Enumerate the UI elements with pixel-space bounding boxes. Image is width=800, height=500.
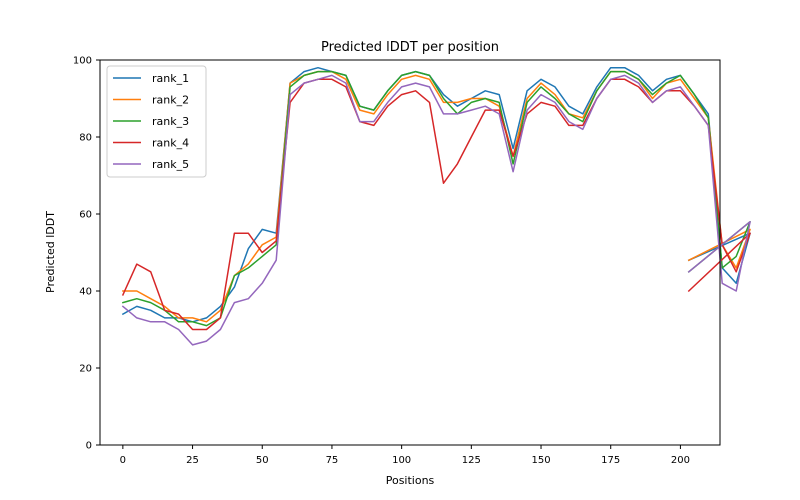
- legend-label: rank_2: [152, 94, 189, 107]
- x-tick-label: 200: [671, 455, 690, 466]
- x-tick-label: 100: [392, 455, 411, 466]
- legend-box: [106, 65, 207, 178]
- axis-ticks: 0 25 50 75 100 125 150 175 200 0 20 40 60 80 100: [73, 56, 690, 467]
- x-tick-label: 175: [601, 455, 620, 466]
- legend-label: rank_4: [152, 137, 189, 150]
- x-tick-label: 75: [326, 455, 339, 466]
- y-tick-label: 20: [79, 364, 92, 375]
- series-line-rank-2: [122, 70, 751, 323]
- x-tick-label: 50: [256, 455, 269, 466]
- x-tick-label: 150: [531, 455, 550, 466]
- y-tick-label: 100: [73, 56, 92, 67]
- y-tick-label: 60: [79, 210, 92, 221]
- chart-title: Predicted lDDT per position: [321, 40, 499, 55]
- series-lines: [121, 66, 751, 346]
- x-tick-label: 125: [462, 455, 481, 466]
- legend: rank_1 rank_2 rank_3 rank_4 rank_5: [106, 65, 207, 178]
- legend-label: rank_5: [152, 158, 189, 171]
- y-tick-label: 40: [79, 287, 92, 298]
- y-axis-label: Predicted lDDT: [44, 211, 57, 293]
- plot-frame: [99, 59, 721, 446]
- series-line-rank-5: [121, 74, 751, 346]
- legend-label: rank_3: [152, 115, 189, 128]
- legend-label: rank_1: [152, 72, 189, 85]
- x-tick-label: 25: [186, 455, 199, 466]
- y-tick-label: 0: [86, 441, 92, 452]
- x-axis-label: Positions: [386, 474, 435, 487]
- series-line-rank-3: [121, 70, 751, 327]
- x-tick-label: 0: [120, 455, 126, 466]
- series-line-rank-1: [121, 66, 751, 323]
- y-tick-label: 80: [79, 133, 92, 144]
